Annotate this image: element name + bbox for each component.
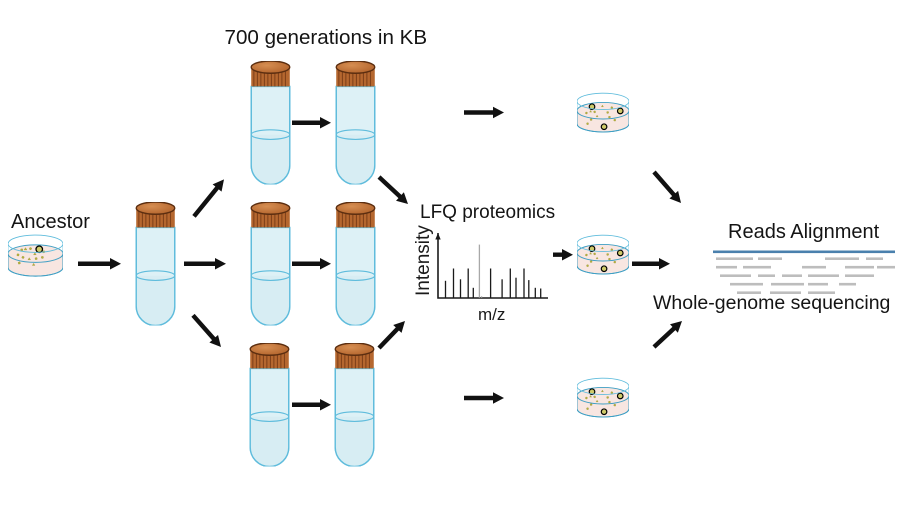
svg-text:700 generations in KB: 700 generations in KB: [225, 26, 428, 49]
svg-text:Reads Alignment: Reads Alignment: [728, 221, 880, 243]
svg-text:Ancestor: Ancestor: [11, 211, 90, 233]
svg-text:Whole-genome sequencing: Whole-genome sequencing: [653, 292, 890, 314]
svg-text:LFQ proteomics: LFQ proteomics: [420, 202, 555, 223]
svg-text:Intensity: Intensity: [413, 225, 434, 296]
svg-text:m/z: m/z: [478, 305, 505, 324]
